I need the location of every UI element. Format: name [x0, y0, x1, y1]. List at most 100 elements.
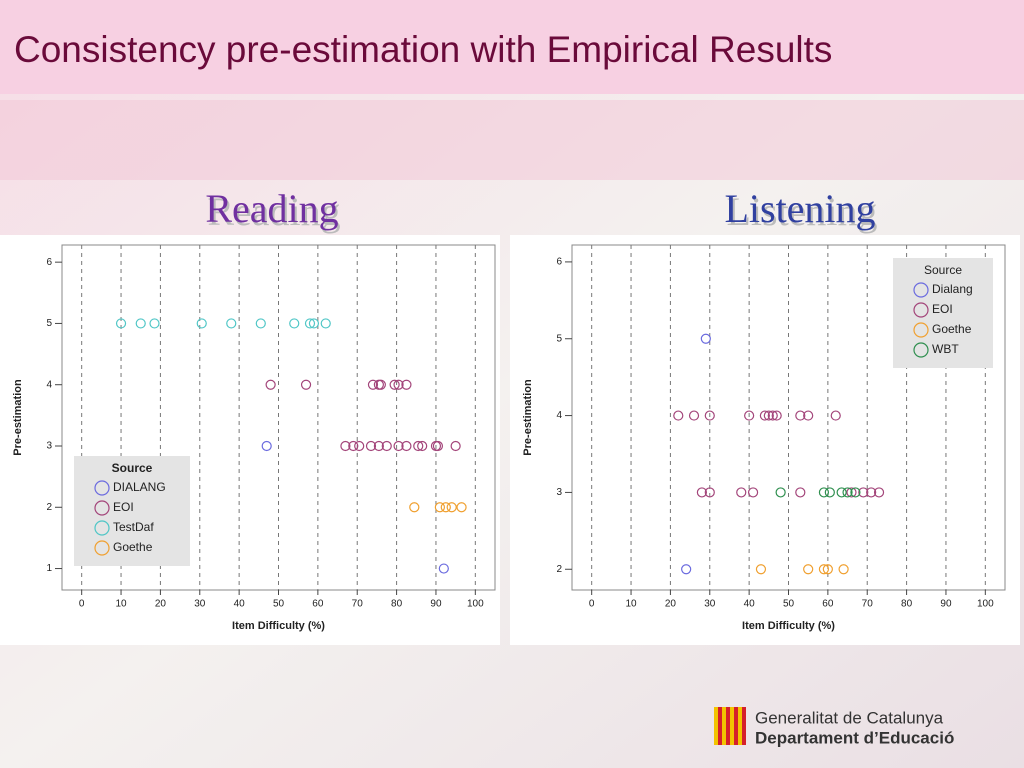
point [381, 440, 392, 452]
x-axis-label: Item Difficulty (%) [742, 620, 835, 632]
x-tick-label: 100 [467, 599, 484, 610]
point [830, 410, 841, 421]
point [450, 440, 461, 452]
y-tick-label: 4 [46, 379, 52, 390]
point [866, 487, 877, 498]
y-tick-label: 5 [46, 318, 52, 329]
legend-marker [94, 520, 110, 536]
legend-box [893, 258, 993, 368]
x-tick-label: 60 [822, 599, 834, 610]
x-tick-label: 90 [940, 599, 952, 610]
legend-label: Goethe [113, 540, 153, 554]
legend-label: WBT [932, 342, 959, 356]
point [432, 440, 444, 452]
point [304, 318, 316, 329]
x-tick-label: 0 [79, 599, 85, 610]
y-tick-label: 5 [556, 333, 562, 344]
point [409, 502, 420, 513]
point [340, 440, 351, 452]
legend-marker [913, 302, 929, 318]
y-tick-label: 6 [46, 257, 52, 268]
footer-text: Departament d’Educació [755, 728, 954, 747]
point [681, 564, 692, 575]
chart-title: Listening [724, 186, 875, 231]
x-tick-label: 40 [234, 599, 246, 610]
point [803, 410, 814, 421]
legend-label: TestDaf [113, 520, 154, 534]
point [265, 379, 276, 390]
legend-label: EOI [113, 500, 134, 514]
legend-marker [913, 342, 929, 358]
legend-marker [913, 282, 929, 298]
point [401, 379, 412, 390]
point [135, 318, 146, 329]
y-axis-label: Pre-estimation [12, 379, 24, 456]
point [818, 487, 830, 498]
legend-label: Dialang [932, 282, 973, 296]
point [700, 333, 711, 344]
y-axis-label: Pre-estimation [522, 379, 534, 456]
point [348, 440, 359, 452]
point [775, 487, 786, 498]
point [755, 564, 767, 575]
x-tick-label: 10 [115, 599, 127, 610]
point [842, 487, 853, 498]
point [759, 410, 770, 421]
x-tick-label: 80 [901, 599, 913, 610]
point [696, 487, 708, 498]
point [365, 440, 377, 452]
x-tick-label: 80 [391, 599, 403, 610]
point [389, 379, 400, 390]
point [846, 487, 857, 498]
x-tick-label: 50 [273, 599, 285, 610]
point [736, 487, 747, 498]
point [744, 410, 755, 421]
decor-band [0, 100, 1024, 180]
slide-title: Consistency pre-estimation with Empirica… [14, 29, 832, 70]
point [704, 487, 715, 498]
y-tick-label: 3 [556, 487, 562, 498]
x-tick-label: 40 [744, 599, 756, 610]
point [850, 487, 861, 498]
legend-marker [94, 540, 110, 556]
logo [714, 707, 746, 745]
point [438, 563, 449, 574]
x-tick-label: 30 [194, 599, 206, 610]
legend-marker [94, 480, 110, 496]
point [196, 318, 207, 329]
x-tick-label: 30 [704, 599, 716, 610]
point [767, 410, 778, 421]
chart-title: Reading [205, 186, 338, 231]
chart-title: Reading [207, 189, 340, 234]
point [413, 440, 424, 452]
point [795, 410, 806, 421]
y-tick-label: 6 [556, 257, 562, 268]
point [440, 502, 451, 513]
point [446, 502, 457, 513]
point [673, 410, 684, 421]
y-tick-label: 4 [556, 410, 562, 421]
x-tick-label: 20 [665, 599, 677, 610]
point [688, 410, 700, 421]
point [456, 502, 467, 513]
y-tick-label: 2 [556, 564, 562, 575]
x-tick-label: 100 [977, 599, 994, 610]
point [255, 318, 266, 329]
point [818, 564, 830, 575]
legend-label: DIALANG [113, 480, 166, 494]
point [289, 318, 300, 329]
x-tick-label: 20 [155, 599, 167, 610]
point [763, 410, 774, 421]
point [367, 379, 379, 390]
point [393, 379, 404, 390]
point [375, 379, 386, 390]
x-tick-label: 70 [862, 599, 874, 610]
x-tick-label: 0 [589, 599, 595, 610]
point [354, 440, 365, 452]
legend-title: Source [112, 461, 153, 475]
point [771, 410, 782, 421]
legend-label: EOI [932, 302, 953, 316]
footer-text: Generalitat de Catalunya [755, 708, 944, 727]
